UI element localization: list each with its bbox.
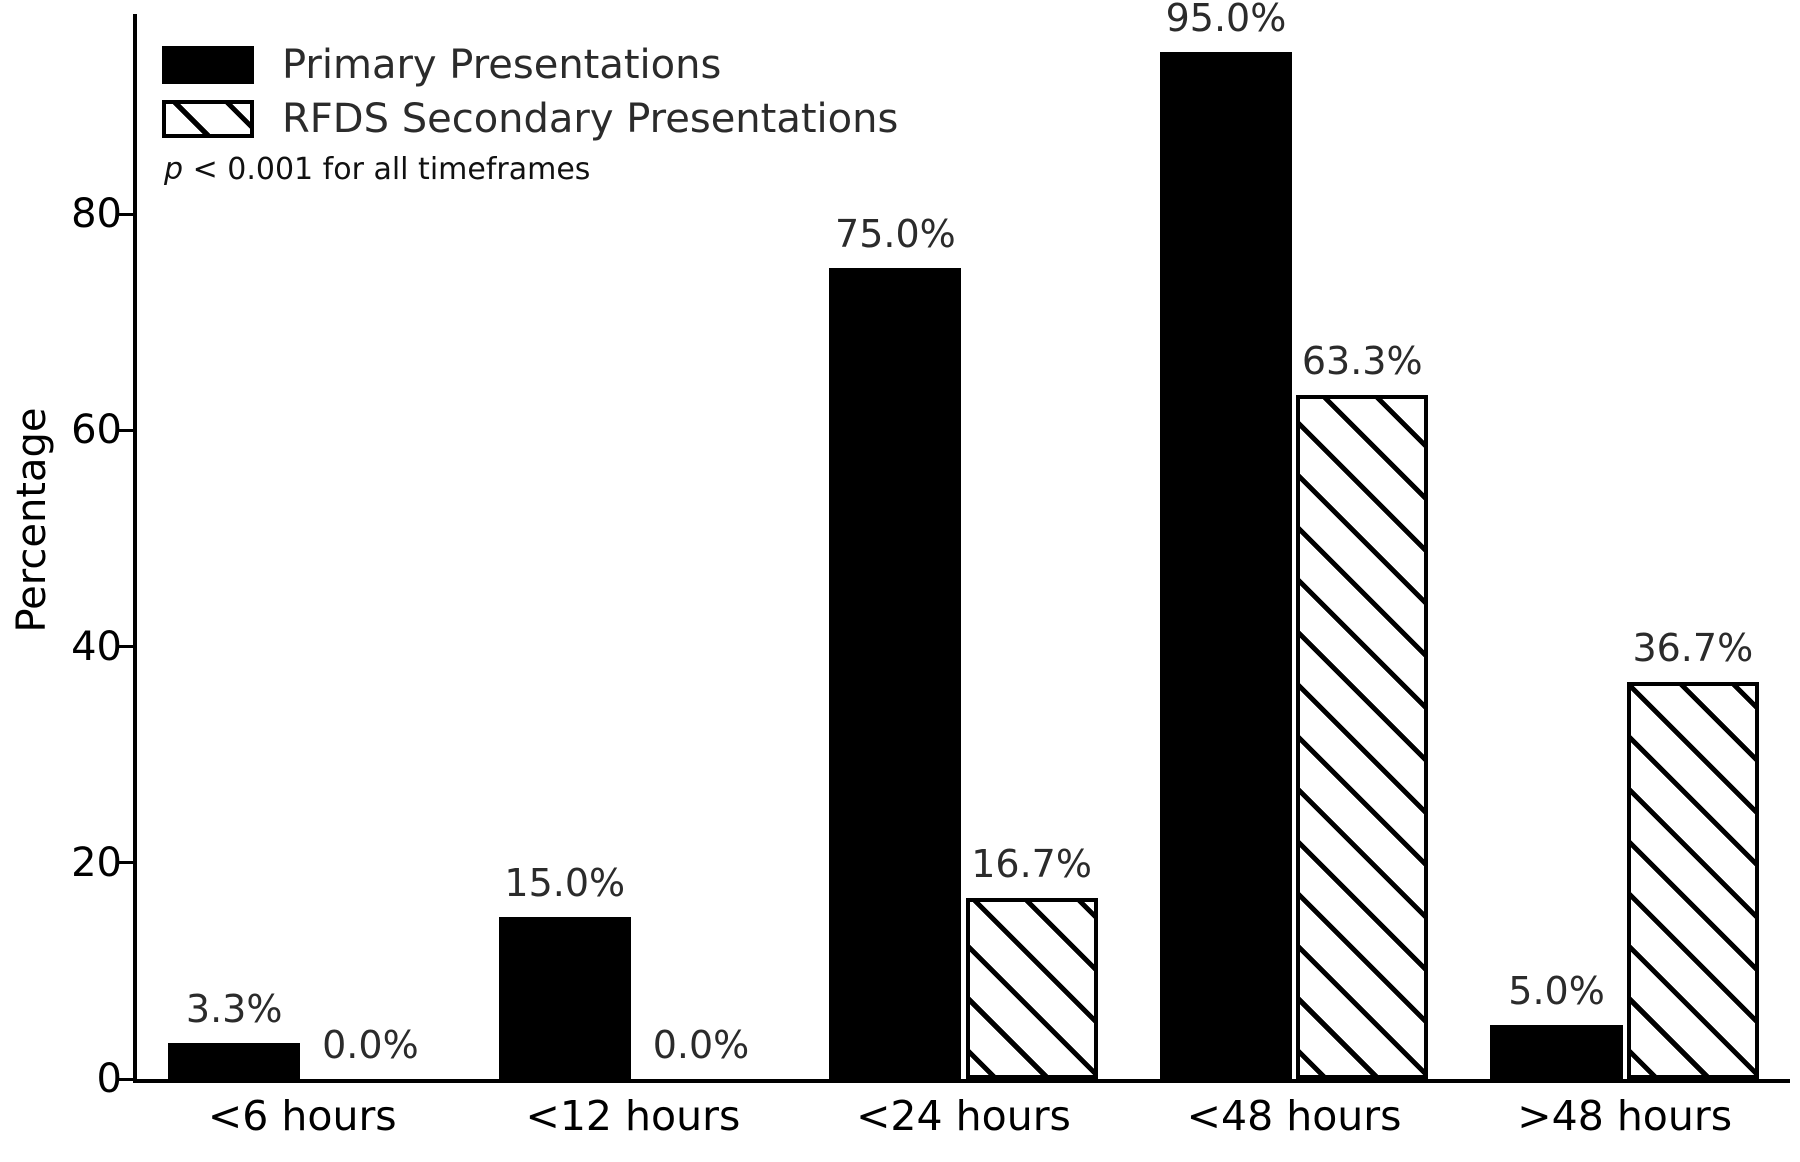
y-axis-spine	[133, 14, 137, 1083]
bar-value-label-primary: 95.0%	[1165, 0, 1287, 40]
x-tick-label: <6 hours	[207, 1092, 397, 1140]
legend-label-secondary: RFDS Secondary Presentations	[282, 96, 899, 142]
bar-value-label-secondary: 16.7%	[971, 842, 1092, 887]
bar-primary	[168, 1043, 301, 1079]
x-tick-label: <12 hours	[525, 1092, 741, 1140]
legend-swatch-primary-icon	[162, 46, 254, 84]
p-symbol: p	[164, 152, 184, 187]
bar-primary	[498, 916, 631, 1079]
y-tick-label: 20	[71, 839, 122, 886]
bar-value-label-primary: 5.0%	[1508, 968, 1605, 1013]
x-tick-label: >48 hours	[1517, 1092, 1733, 1140]
bar-value-label-primary: 15.0%	[504, 860, 626, 905]
y-tick-mark	[117, 1077, 134, 1081]
hatch-pattern	[969, 902, 1094, 1076]
bar-secondary	[1626, 682, 1759, 1079]
hatch-pattern	[1630, 686, 1755, 1076]
legend-label-primary: Primary Presentations	[282, 42, 722, 88]
y-tick-mark	[117, 645, 134, 648]
y-tick-label: 0	[96, 1056, 122, 1102]
y-tick-label: 80	[71, 191, 122, 238]
y-tick-label: 40	[71, 623, 122, 670]
bar-value-label-secondary: 36.7%	[1632, 626, 1754, 671]
chart-legend: Primary Presentations RFDS Secondary Pre…	[162, 40, 898, 187]
p-value-text: < 0.001 for all timeframes	[183, 152, 591, 187]
bar-value-label-secondary: 0.0%	[322, 1023, 419, 1067]
bar-value-label-secondary: 63.3%	[1301, 338, 1423, 383]
bar-primary	[1159, 51, 1293, 1079]
legend-swatch-secondary-icon	[162, 100, 254, 138]
bar-primary	[1490, 1024, 1623, 1079]
y-tick-label: 60	[71, 407, 122, 454]
bar-value-label-primary: 75.0%	[835, 212, 956, 257]
bar-secondary	[965, 898, 1098, 1079]
legend-entry-secondary: RFDS Secondary Presentations	[162, 94, 898, 144]
plot-area: 3.3% 0.0% 15.0% 0.0% 75.0% 16.7% 95.0% 63.3% 5.0…	[137, 0, 1790, 1079]
y-tick-mark	[117, 428, 134, 432]
bar-primary	[829, 268, 962, 1079]
bar-secondary	[1296, 394, 1429, 1079]
y-axis-title: Percentage	[9, 407, 55, 633]
significance-annotation: p < 0.001 for all timeframes	[164, 152, 862, 187]
y-tick-mark	[117, 212, 134, 216]
x-tick-label: <48 hours	[1186, 1092, 1402, 1140]
hatch-pattern	[1300, 398, 1425, 1075]
y-tick-mark	[117, 861, 134, 865]
x-axis-spine	[133, 1079, 1790, 1083]
legend-entry-primary: Primary Presentations	[162, 40, 862, 90]
bar-value-label-secondary: 0.0%	[652, 1023, 750, 1067]
x-tick-label: <24 hours	[856, 1092, 1071, 1140]
bar-value-label-primary: 3.3%	[185, 987, 283, 1032]
